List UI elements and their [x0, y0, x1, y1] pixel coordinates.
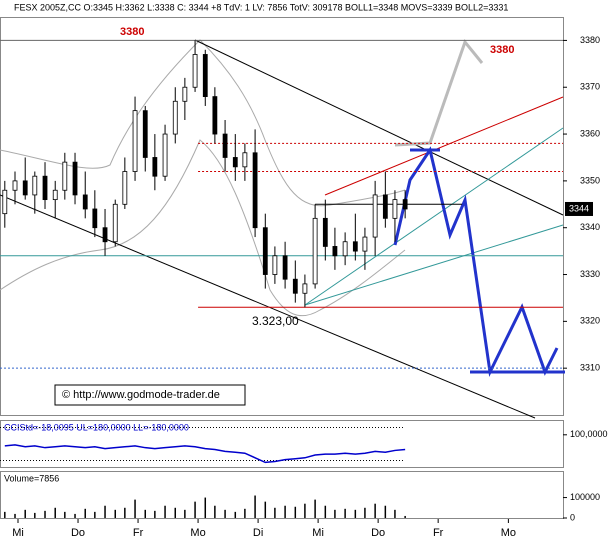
chart-title: FESX 2005Z,CC O:3345 H:3362 L:3338 C: 33…	[14, 2, 508, 12]
candle-body	[122, 171, 128, 205]
candle-body	[192, 54, 198, 88]
y-tick-label: 3340	[580, 222, 600, 232]
annotation: © http://www.godmode-trader.de	[62, 389, 220, 401]
candle-body	[392, 199, 398, 219]
y-tick-label: 3360	[580, 128, 600, 138]
last-price-label: 3344	[569, 203, 589, 213]
candle-body	[282, 255, 288, 280]
x-tick-label: Fr	[133, 527, 144, 539]
candle-body	[92, 208, 98, 229]
bollinger-upper	[0, 39, 406, 207]
y-tick-label: 3330	[580, 269, 600, 279]
trend-line	[194, 39, 564, 216]
x-tick-label: Do	[71, 527, 85, 539]
y-tick-label: 0	[570, 512, 575, 522]
candle-body	[42, 175, 48, 201]
candle-body	[72, 161, 78, 196]
candle-body	[172, 100, 178, 135]
candle-body	[102, 227, 108, 243]
x-tick-label: Mo	[190, 527, 205, 539]
candle-body	[382, 194, 388, 219]
projection-path	[393, 146, 559, 377]
x-tick-label: Di	[253, 527, 263, 539]
candle-body	[142, 110, 148, 158]
volume-title: Volume=7856	[4, 473, 59, 483]
candle-body	[342, 241, 348, 257]
candle-body	[402, 199, 408, 210]
annotation: 3380	[490, 44, 514, 56]
annotation: 3380	[120, 26, 144, 38]
candle-body	[232, 157, 238, 168]
candle-body	[112, 203, 118, 243]
candle-body	[222, 133, 228, 158]
candle-body	[292, 278, 298, 294]
projection-arrow	[394, 38, 484, 147]
trend-line	[304, 224, 564, 306]
candle-body	[262, 227, 268, 275]
candle-body	[372, 194, 378, 238]
candle-body	[2, 189, 8, 215]
annotation: 3.323,00	[252, 314, 299, 328]
candle-body	[52, 189, 58, 201]
candle-body	[132, 110, 138, 172]
candle-body	[302, 283, 308, 294]
candle-body	[312, 217, 318, 285]
candle-body	[62, 161, 68, 191]
candle-body	[202, 54, 208, 98]
trend-line	[0, 194, 536, 419]
y-tick-label: 100000	[570, 492, 600, 502]
x-tick-label: Mi	[12, 527, 24, 539]
volume-panel	[0, 471, 564, 519]
y-tick-label: 3310	[580, 363, 600, 373]
candle-body	[82, 194, 88, 210]
candle-body	[182, 86, 188, 102]
trend-line	[304, 127, 564, 306]
candle-body	[272, 255, 278, 275]
y-tick-label: 3350	[580, 175, 600, 185]
candle-body	[162, 133, 168, 177]
trend-line	[324, 96, 564, 196]
y-tick-label: 3320	[580, 316, 600, 326]
x-tick-label: Mi	[312, 527, 324, 539]
candle-body	[22, 180, 28, 196]
candle-body	[332, 246, 338, 257]
x-tick-label: Mo	[501, 527, 516, 539]
y-tick-label: 3380	[580, 35, 600, 45]
x-tick-label: Fr	[433, 527, 444, 539]
candle-body	[352, 241, 358, 252]
x-tick-label: Do	[371, 527, 385, 539]
candle-body	[212, 96, 218, 135]
last-price-box	[565, 201, 593, 216]
cci-line	[4, 444, 406, 464]
candle-body	[242, 152, 248, 168]
candle-body	[322, 217, 328, 247]
candle-body	[12, 180, 18, 191]
copyright-box	[54, 384, 246, 406]
candle-body	[362, 236, 368, 252]
candle-body	[252, 152, 258, 229]
y-tick-label: 3370	[580, 82, 600, 92]
candle-body	[152, 157, 158, 177]
y-tick-label: 100,0000	[570, 429, 608, 439]
candle-body	[32, 175, 38, 196]
